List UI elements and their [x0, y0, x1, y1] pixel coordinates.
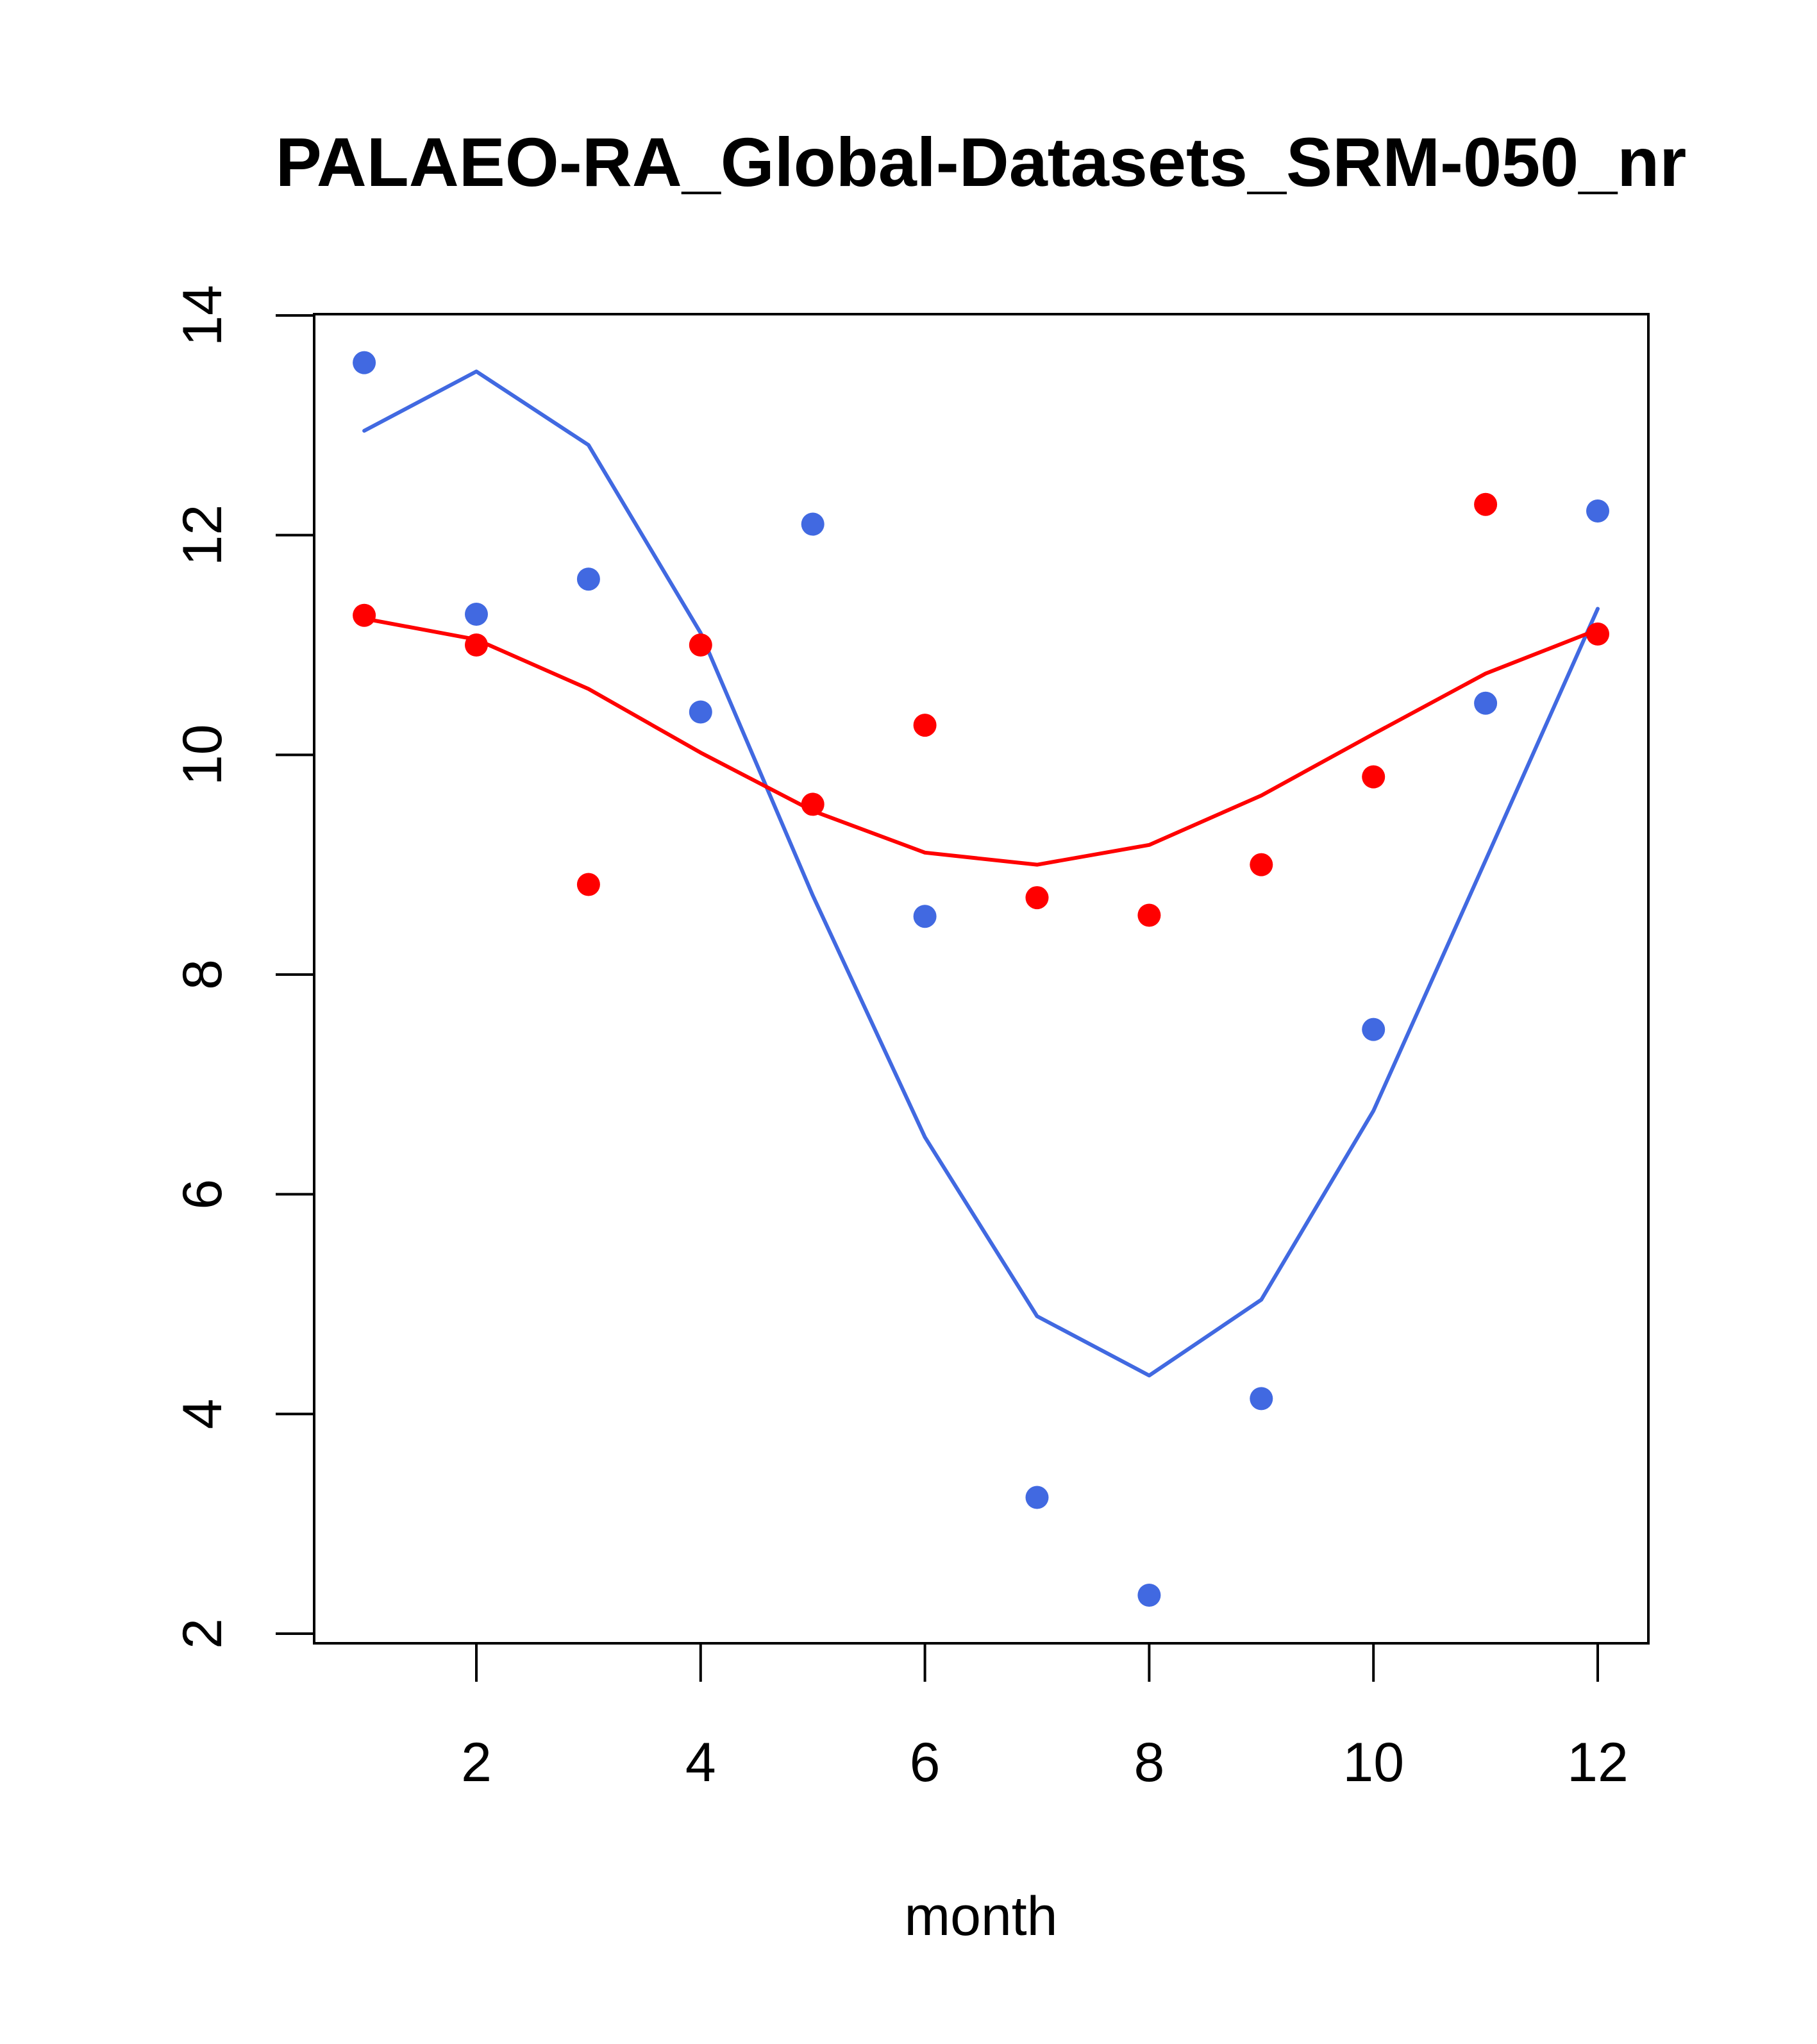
data-point-blue-points: [1137, 1584, 1161, 1607]
data-point-blue-points: [1250, 1387, 1273, 1411]
data-point-red-points: [913, 714, 937, 737]
y-tick-label: 6: [172, 1179, 233, 1210]
series-line-red-line: [362, 616, 1600, 867]
y-tick-label: 14: [172, 285, 233, 346]
series-line-blue-line: [362, 369, 1600, 1378]
y-tick-label: 2: [172, 1618, 233, 1649]
data-point-red-points: [1250, 853, 1273, 876]
chart-title: PALAEO-RA_Global-Datasets_SRM-050_nr: [276, 123, 1687, 201]
data-point-red-points: [689, 633, 712, 657]
data-point-blue-points: [576, 567, 600, 591]
y-tick-label: 4: [172, 1398, 233, 1429]
y-tick-label: 10: [172, 724, 233, 785]
data-point-blue-points: [1474, 691, 1498, 715]
data-point-red-points: [576, 873, 600, 896]
x-tick-label: 8: [1134, 1732, 1164, 1793]
data-point-blue-points: [689, 700, 712, 724]
data-point-red-points: [353, 603, 376, 627]
data-point-blue-points: [1362, 1018, 1386, 1041]
series-lines: [362, 369, 1600, 1378]
x-tick-label: 6: [910, 1732, 941, 1793]
data-point-blue-points: [801, 512, 825, 536]
data-point-red-points: [801, 792, 825, 816]
data-point-blue-points: [465, 603, 488, 626]
series-points: [353, 351, 1609, 1607]
data-point-red-points: [1137, 903, 1161, 927]
data-point-red-points: [1362, 765, 1386, 789]
data-point-blue-points: [1025, 1486, 1049, 1509]
y-tick-label: 8: [172, 959, 233, 990]
data-point-red-points: [465, 633, 488, 657]
data-point-red-points: [1474, 492, 1498, 516]
x-axis: 2 4 6 8 10 12: [461, 1642, 1629, 1793]
data-point-blue-points: [913, 905, 937, 928]
data-point-blue-points: [353, 351, 376, 374]
x-tick-label: 10: [1343, 1732, 1404, 1793]
data-point-blue-points: [1586, 499, 1609, 523]
data-point-red-points: [1025, 886, 1049, 910]
data-point-red-points: [1586, 622, 1609, 646]
x-tick-label: 2: [461, 1732, 492, 1793]
x-tick-label: 4: [685, 1732, 716, 1793]
x-axis-label: month: [904, 1886, 1057, 1947]
y-tick-label: 12: [172, 505, 233, 566]
y-axis: 2 4 6 8 10 12 14: [172, 285, 315, 1649]
plot-frame: [313, 313, 1650, 1645]
x-tick-label: 12: [1567, 1732, 1629, 1793]
